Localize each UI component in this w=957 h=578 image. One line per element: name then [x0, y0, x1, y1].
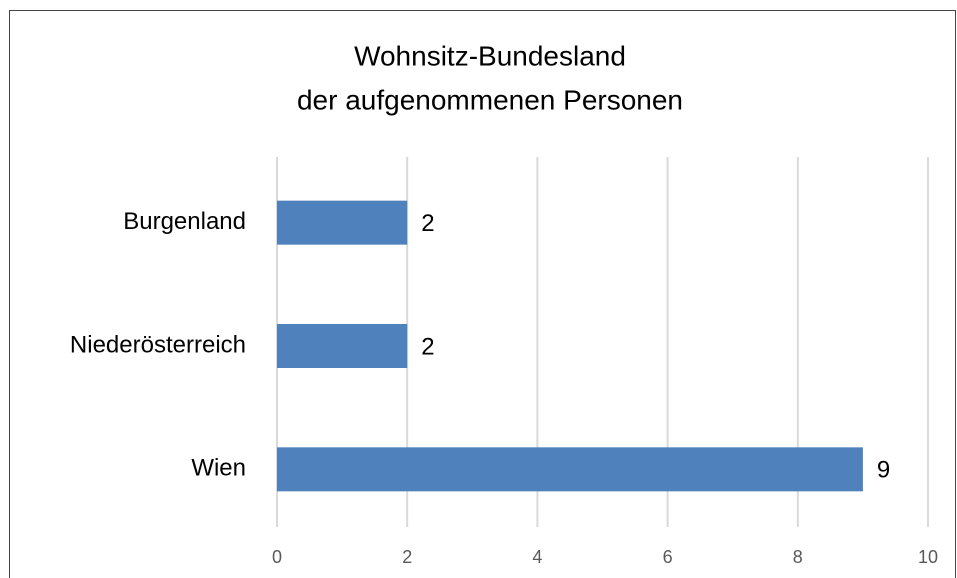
bar	[277, 447, 863, 492]
x-tick-label: 4	[532, 547, 542, 567]
data-label: 9	[877, 457, 890, 484]
x-tick-label: 2	[402, 547, 412, 567]
chart-title: der aufgenommenen Personen	[297, 84, 683, 115]
y-tick-label: Niederösterreich	[70, 331, 246, 358]
bar	[277, 200, 408, 245]
data-label: 2	[421, 210, 434, 237]
x-tick-label: 10	[918, 547, 938, 567]
y-tick-label: Burgenland	[123, 208, 246, 235]
chart-title: Wohnsitz-Bundesland	[354, 40, 626, 71]
bar	[277, 324, 408, 368]
x-tick-label: 8	[793, 547, 803, 567]
data-label: 2	[421, 333, 434, 360]
x-tick-label: 0	[272, 547, 282, 567]
x-tick-label: 6	[663, 547, 673, 567]
y-tick-label: Wien	[191, 455, 246, 482]
